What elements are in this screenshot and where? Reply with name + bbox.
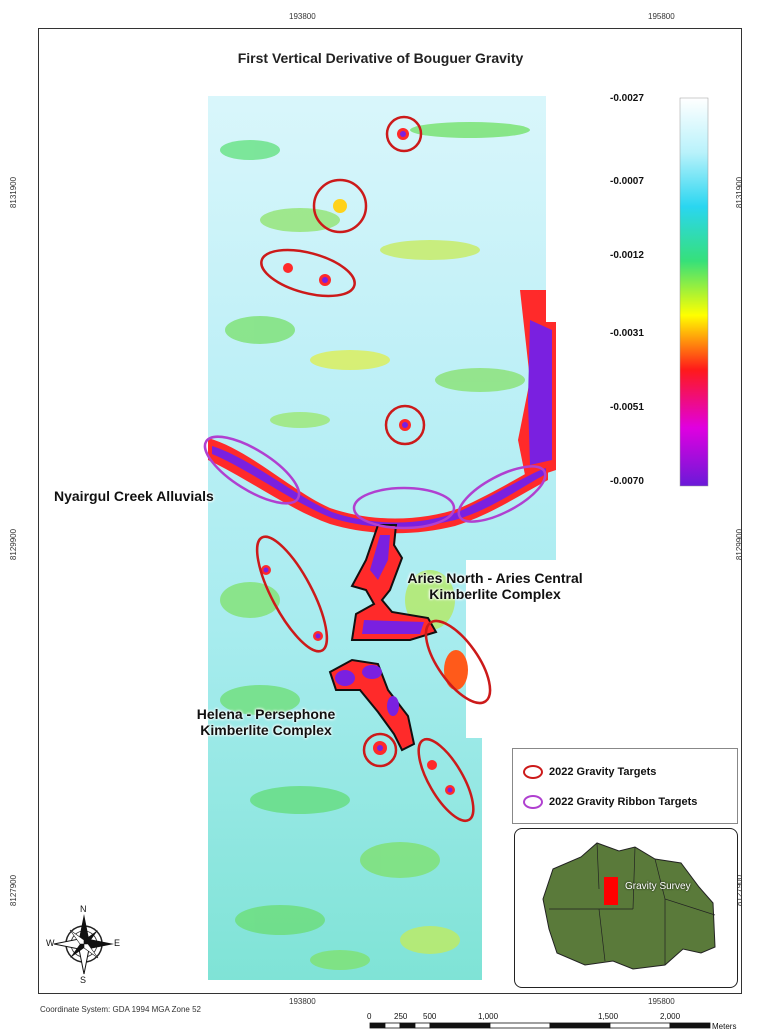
scale-tick-1500: 1,500 bbox=[598, 1012, 619, 1021]
north-letter: N bbox=[80, 904, 87, 914]
legend-item-targets: 2022 Gravity Targets bbox=[523, 765, 656, 779]
cbar-label-2: -0.0007 bbox=[610, 176, 644, 187]
alluvials-label: Nyairgul Creek Alluvials bbox=[54, 488, 214, 504]
legend: 2022 Gravity Targets 2022 Gravity Ribbon… bbox=[512, 748, 738, 824]
target-ring-3[interactable] bbox=[256, 241, 359, 304]
top-tick-1: 193800 bbox=[289, 12, 316, 21]
east-letter: E bbox=[114, 938, 121, 948]
scale-tick-250: 250 bbox=[394, 1012, 408, 1021]
scale-tick-0: 0 bbox=[367, 1012, 372, 1021]
ribbon-ring-3[interactable] bbox=[451, 456, 553, 533]
target-ring-4[interactable] bbox=[384, 404, 426, 446]
cbar-label-6: -0.0070 bbox=[610, 476, 644, 487]
target-ring-2[interactable] bbox=[312, 178, 368, 234]
colorbar bbox=[679, 97, 709, 487]
coordinate-system: Coordinate System: GDA 1994 MGA Zone 52 bbox=[40, 1005, 201, 1014]
cbar-label-1: -0.0027 bbox=[610, 93, 644, 104]
legend-targets-label: 2022 Gravity Targets bbox=[549, 766, 657, 778]
ribbon-ring-2[interactable] bbox=[352, 486, 456, 530]
helena-label: Helena - Persephone Kimberlite Complex bbox=[176, 706, 356, 738]
target-ring-5[interactable] bbox=[244, 528, 339, 660]
cbar-label-3: -0.0012 bbox=[610, 250, 644, 261]
legend-ribbon-label: 2022 Gravity Ribbon Targets bbox=[549, 796, 698, 808]
scale-tick-500: 500 bbox=[423, 1012, 437, 1021]
inset-map: Gravity Survey bbox=[514, 828, 738, 988]
red-ring-icon bbox=[523, 765, 543, 779]
survey-area bbox=[208, 96, 556, 980]
bottom-tick-2: 195800 bbox=[648, 997, 675, 1006]
ribbon-ring-1[interactable] bbox=[196, 424, 309, 515]
aries-label-line1: Aries North - Aries Central bbox=[407, 570, 583, 586]
aries-label-line2: Kimberlite Complex bbox=[429, 586, 561, 602]
inset-map-graphic bbox=[542, 842, 716, 970]
map-frame bbox=[38, 28, 742, 994]
helena-label-line2: Kimberlite Complex bbox=[200, 722, 332, 738]
scale-tick-2000: 2,000 bbox=[660, 1012, 681, 1021]
north-arrow bbox=[53, 914, 114, 975]
top-tick-2: 195800 bbox=[648, 12, 675, 21]
scale-tick-1000: 1,000 bbox=[478, 1012, 499, 1021]
cbar-label-4: -0.0031 bbox=[610, 328, 644, 339]
target-ring-8[interactable] bbox=[408, 732, 483, 829]
aries-label: Aries North - Aries Central Kimberlite C… bbox=[400, 570, 590, 602]
cbar-label-5: -0.0051 bbox=[610, 402, 644, 413]
inset-survey-label: Gravity Survey bbox=[625, 881, 691, 892]
scale-bar bbox=[369, 1022, 711, 1029]
target-ring-1[interactable] bbox=[385, 115, 423, 153]
target-ring-6[interactable] bbox=[414, 611, 502, 713]
scale-unit: Meters bbox=[712, 1022, 737, 1031]
purple-ring-icon bbox=[523, 795, 543, 809]
south-letter: S bbox=[80, 975, 87, 985]
bottom-tick-1: 193800 bbox=[289, 997, 316, 1006]
legend-item-ribbon: 2022 Gravity Ribbon Targets bbox=[523, 795, 697, 809]
target-ring-7[interactable] bbox=[362, 732, 398, 768]
map-title: First Vertical Derivative of Bouguer Gra… bbox=[237, 50, 524, 66]
west-letter: W bbox=[46, 938, 55, 948]
helena-label-line1: Helena - Persephone bbox=[196, 706, 336, 722]
